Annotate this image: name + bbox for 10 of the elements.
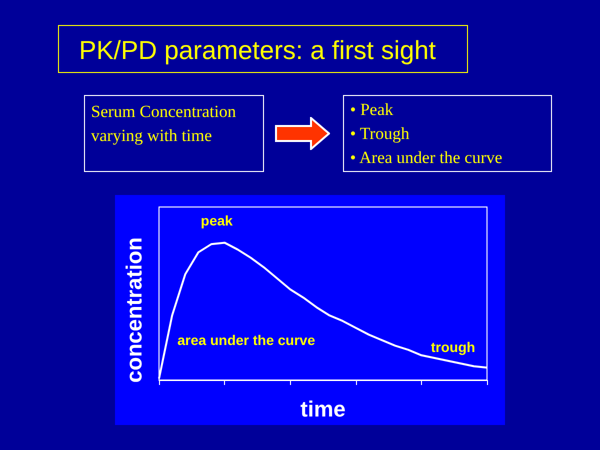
annotation: area under the curve — [177, 332, 316, 348]
text: peak — [200, 212, 233, 228]
annotation: trough — [430, 338, 476, 355]
text: • Area under the curve — [350, 147, 504, 169]
text: • Trough — [350, 123, 410, 145]
text: Serum Concentration varying with time — [84, 95, 264, 172]
x-axis-title: time — [300, 396, 346, 422]
chart-title: PK/PD parameters: a first sight — [58, 25, 468, 73]
y-axis-title: concentration — [122, 237, 146, 383]
text: • Peak — [350, 99, 394, 121]
